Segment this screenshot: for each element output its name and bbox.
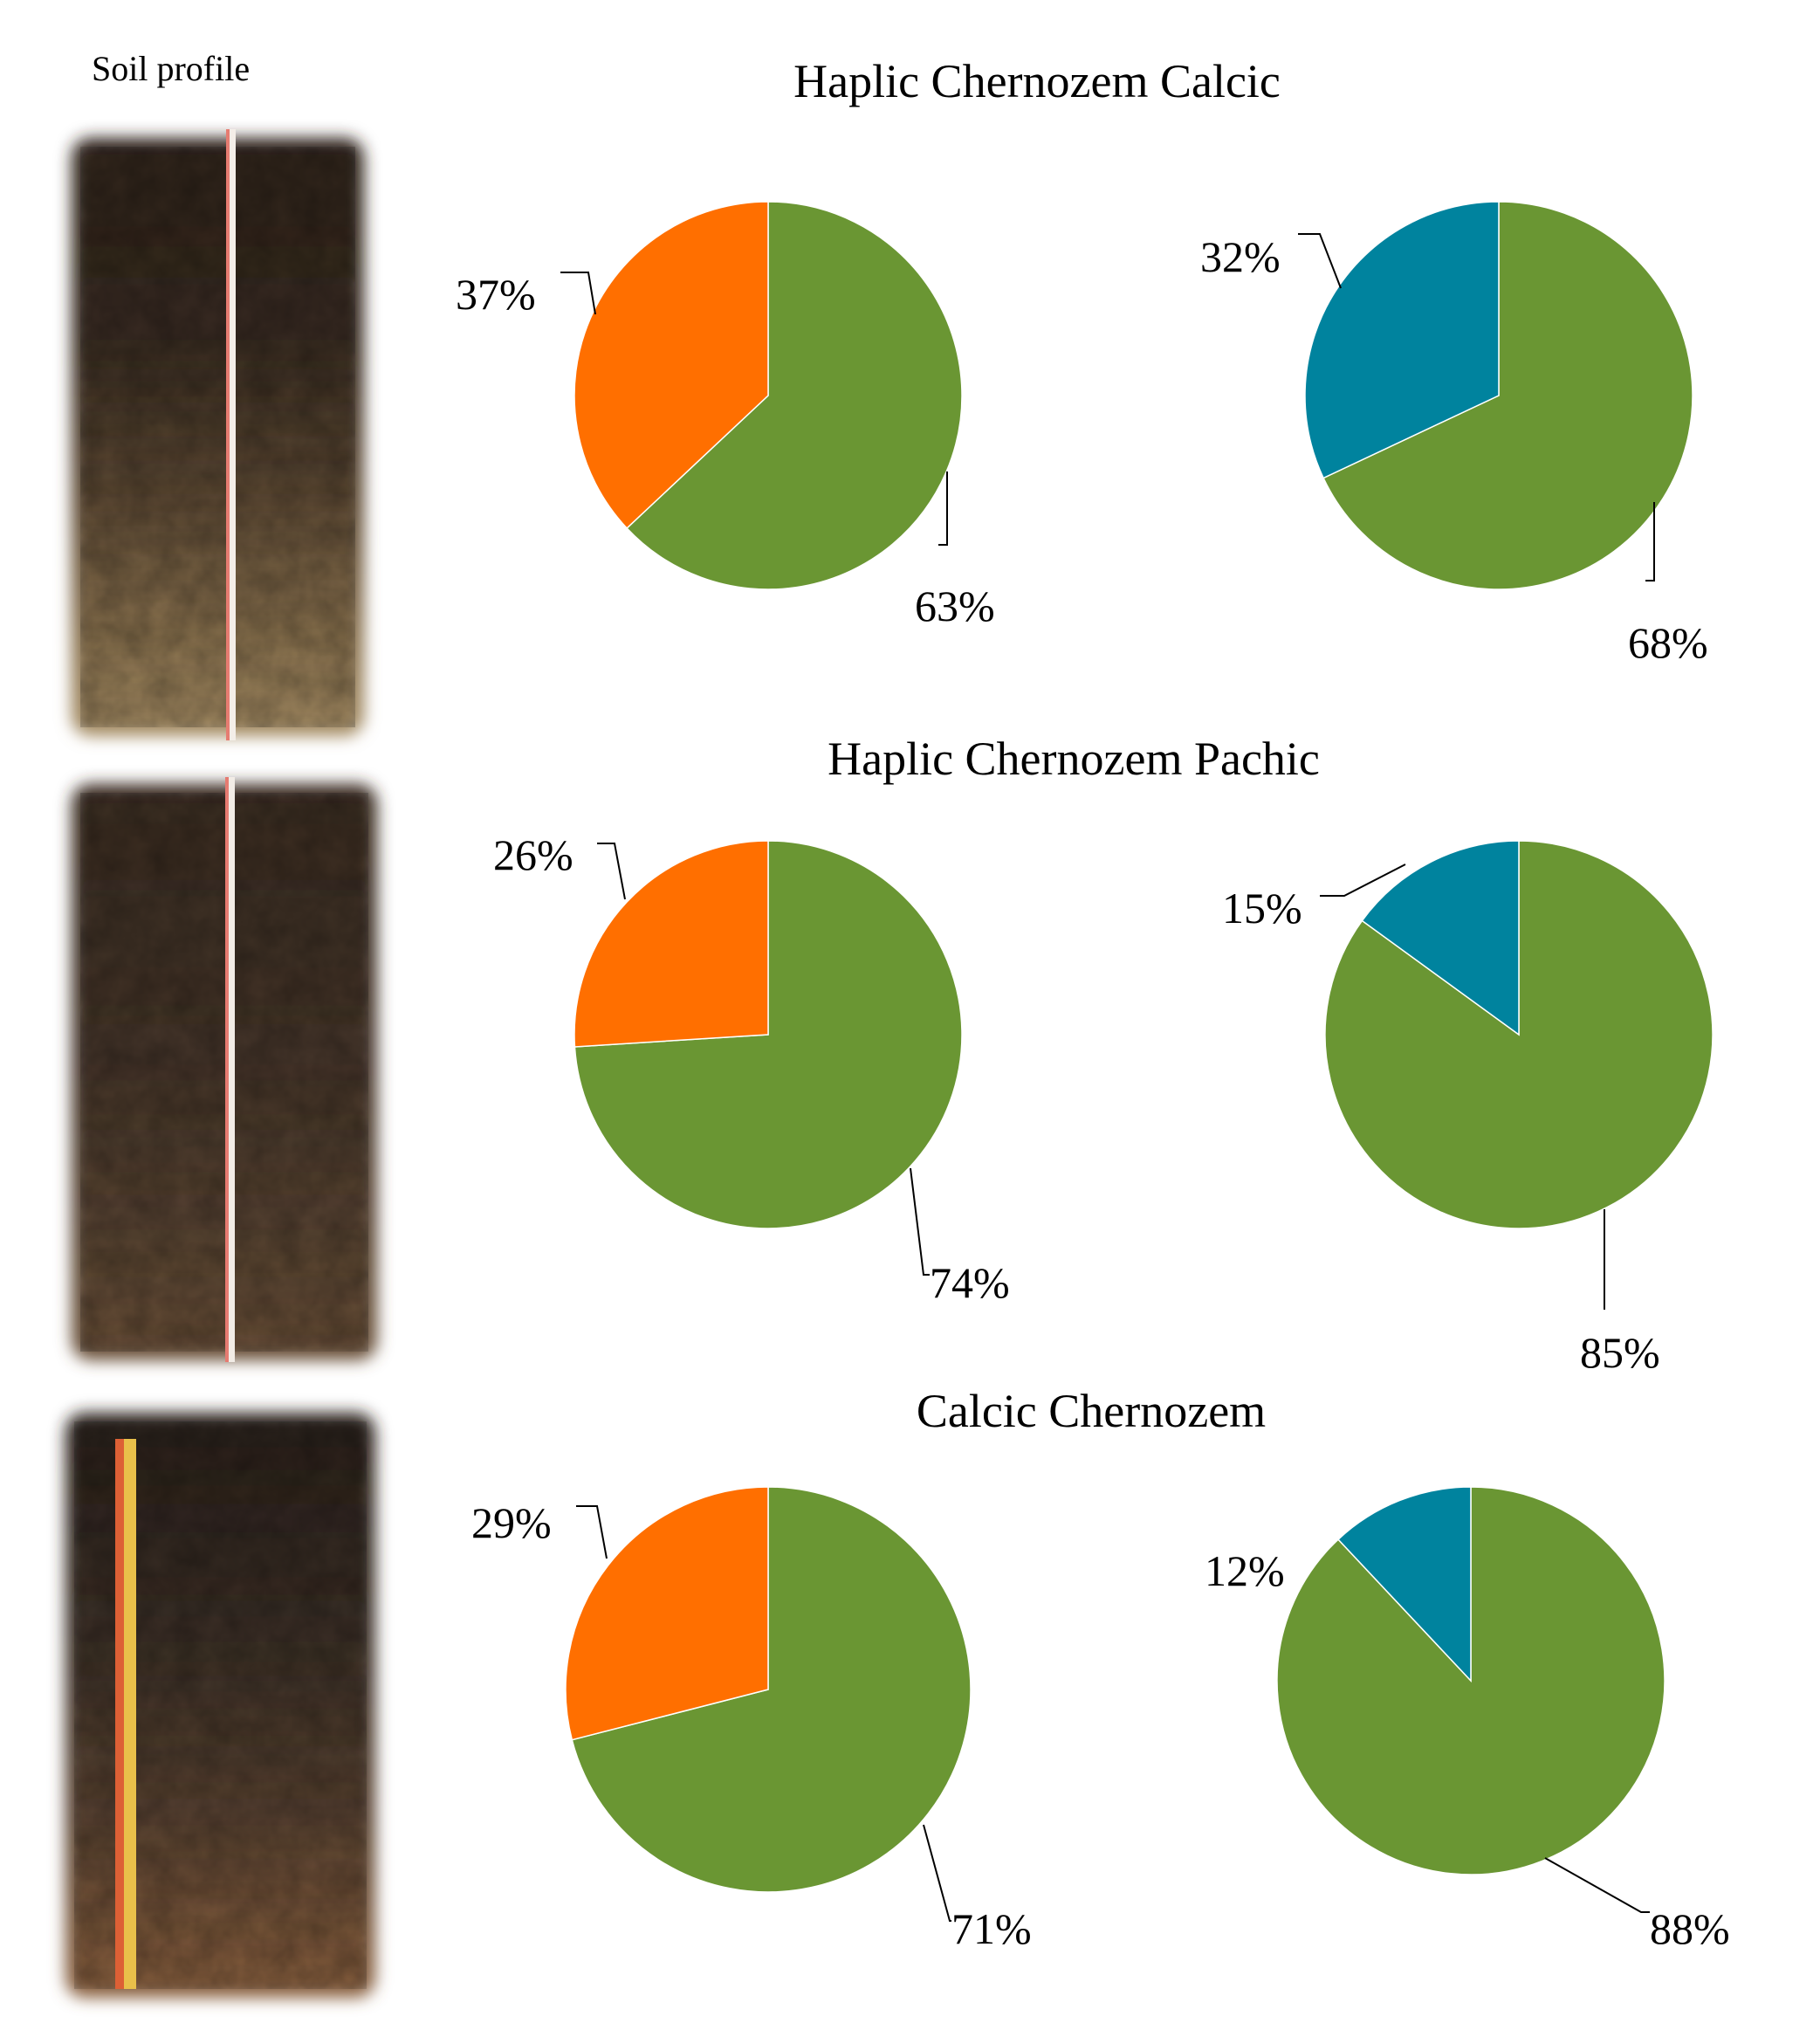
pie-chart-3: 26% 74% [493,830,1010,1307]
leader-line [576,1505,608,1559]
leader-line [1298,233,1342,289]
pie-chart-2: 32% 68% [1200,201,1708,667]
leader-line [597,843,626,900]
pie-slice-2-green [1322,201,1693,590]
pie-chart-5: 29% 71% [471,1486,1032,1953]
pie-data-label: 32% [1200,232,1281,281]
leader-line [923,1824,951,1922]
section-title-haplic-chernozem-calcic: Haplic Chernozem Calcic [793,55,1281,107]
leader-line [910,1167,930,1276]
pie-slice-2-teal [1304,201,1500,479]
pie-data-label: 26% [493,830,573,879]
soil-photo-2 [72,777,377,1362]
pie-chart-1: 37% 63% [456,201,995,630]
pie-data-label: 12% [1205,1546,1285,1595]
pie-slice-6-teal [1336,1486,1472,1682]
leader-line [938,471,948,546]
measuring-tape-1 [226,129,236,740]
measuring-tape-2 [225,777,235,1362]
soil-photo-3 [65,1413,375,1998]
leader-line [1544,1857,1650,1913]
pie-data-label: 37% [456,270,536,319]
leader-line [1645,502,1655,581]
pie-data-label: 29% [471,1498,552,1547]
soil-photo-1 [72,129,364,740]
pie-data-label: 85% [1580,1328,1660,1377]
leader-line [560,272,596,315]
pie-slice-5-green [571,1486,972,1893]
pie-chart-6: 12% 88% [1205,1486,1730,1953]
pie-data-label: 71% [951,1904,1032,1953]
pie-data-label: 63% [915,581,995,630]
pie-data-label: 74% [930,1258,1010,1307]
pie-data-label: 15% [1222,884,1302,932]
pie-slice-3-orange [573,840,769,1048]
pie-slice-5-orange [565,1486,769,1741]
pie-slice-1-green [626,201,963,590]
soil-profile-label: Soil profile [92,49,251,88]
pie-data-label: 88% [1650,1904,1730,1953]
pie-data-label: 68% [1628,618,1708,667]
section-title-haplic-chernozem-pachic: Haplic Chernozem Pachic [828,733,1320,785]
section-title-calcic-chernozem: Calcic Chernozem [916,1385,1267,1437]
leader-line [1320,864,1406,897]
pie-slice-1-orange [573,201,769,530]
pie-chart-4: 15% 85% [1222,840,1714,1377]
pie-slice-4-teal [1361,840,1520,1036]
